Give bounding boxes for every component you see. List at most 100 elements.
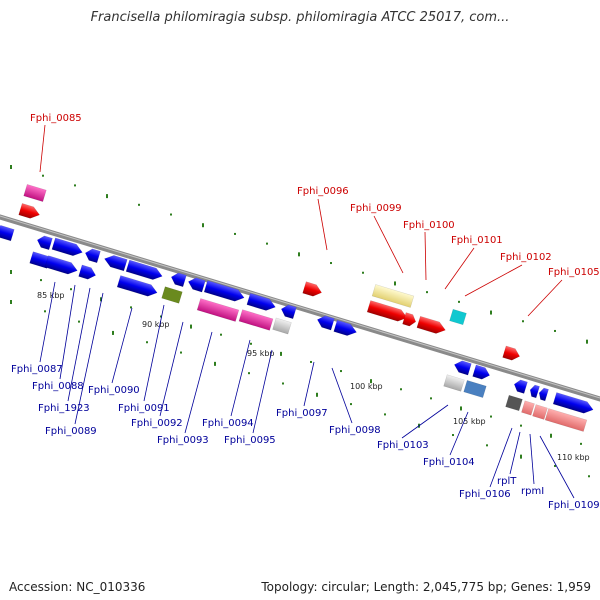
- gene-feature[interactable]: [472, 364, 492, 381]
- gene-label[interactable]: Fphi_1923: [38, 403, 90, 414]
- gc-dot: [42, 174, 44, 177]
- gc-dot: [70, 288, 72, 291]
- gene-label[interactable]: Fphi_0102: [500, 252, 552, 263]
- gc-dot: [248, 372, 250, 375]
- gene-feature[interactable]: [416, 315, 447, 336]
- gene-feature[interactable]: [103, 253, 128, 272]
- gene-label[interactable]: Fphi_0093: [157, 435, 209, 446]
- gene-label[interactable]: Fphi_0090: [88, 385, 140, 396]
- backbone: [0, 214, 600, 402]
- gene-label[interactable]: Fphi_0097: [276, 408, 328, 419]
- gene-feature[interactable]: [449, 308, 467, 326]
- gene-label[interactable]: Fphi_0103: [377, 440, 429, 451]
- gc-dot: [580, 442, 582, 445]
- gc-dot: [250, 342, 252, 345]
- gene-label[interactable]: Fphi_0096: [297, 186, 349, 197]
- gc-dot: [112, 330, 114, 335]
- gene-features[interactable]: [0, 184, 595, 432]
- gene-feature[interactable]: [44, 255, 79, 277]
- label-pointer: [464, 264, 523, 297]
- gene-feature[interactable]: [552, 392, 595, 415]
- gene-label[interactable]: Fphi_0098: [329, 425, 381, 436]
- gene-feature[interactable]: [51, 237, 84, 258]
- gc-dot: [130, 306, 132, 309]
- gene-label[interactable]: rpmI: [521, 486, 544, 497]
- gene-label[interactable]: Fphi_0092: [131, 418, 183, 429]
- map-title: Francisella philomiragia subsp. philomir…: [90, 10, 510, 25]
- gene-feature[interactable]: [371, 284, 415, 308]
- gene-label[interactable]: Fphi_0094: [202, 418, 254, 429]
- gene-feature[interactable]: [238, 309, 274, 331]
- gene-feature[interactable]: [203, 280, 246, 303]
- gene-feature[interactable]: [463, 380, 487, 398]
- gene-feature[interactable]: [36, 234, 53, 251]
- gene-label[interactable]: Fphi_0088: [32, 381, 84, 392]
- gc-dot: [316, 392, 318, 397]
- gene-feature[interactable]: [246, 292, 277, 313]
- gene-feature[interactable]: [280, 303, 297, 320]
- gc-dot: [282, 382, 284, 385]
- gc-dot: [10, 165, 12, 169]
- gene-feature[interactable]: [521, 400, 535, 416]
- gene-feature[interactable]: [18, 203, 42, 220]
- gc-dot: [214, 361, 216, 366]
- gene-feature[interactable]: [125, 259, 164, 282]
- gc-dot: [280, 351, 282, 356]
- bottom-labels[interactable]: Fphi_0087 Fphi_0088 Fphi_1923 Fphi_0089 …: [11, 364, 600, 511]
- gc-dot: [138, 203, 140, 206]
- gene-feature[interactable]: [302, 281, 324, 299]
- gene-feature[interactable]: [29, 251, 51, 269]
- label-pointer: [424, 231, 427, 281]
- gene-feature[interactable]: [316, 314, 335, 331]
- gene-label[interactable]: Fphi_0095: [224, 435, 276, 446]
- gene-label[interactable]: Fphi_0085: [30, 113, 82, 124]
- gene-feature[interactable]: [187, 276, 206, 293]
- gene-label[interactable]: Fphi_0101: [451, 235, 503, 246]
- gene-feature[interactable]: [0, 223, 15, 242]
- gene-feature[interactable]: [502, 345, 522, 362]
- gene-feature[interactable]: [170, 271, 187, 288]
- gc-dot: [78, 320, 80, 323]
- gene-label[interactable]: Fphi_0087: [11, 364, 63, 375]
- top-labels[interactable]: Fphi_0085 Fphi_0096 Fphi_0099 Fphi_0100 …: [30, 113, 600, 278]
- gc-dot: [452, 434, 454, 437]
- gene-label[interactable]: Fphi_0104: [423, 457, 475, 468]
- gc-dot: [310, 360, 312, 363]
- gc-dot: [586, 339, 588, 344]
- scale-ticks: 85 kbp 90 kbp 95 kbp 100 kbp 105 kbp 110…: [37, 291, 590, 462]
- gene-label[interactable]: Fphi_0105: [548, 267, 600, 278]
- gene-label[interactable]: Fphi_0089: [45, 426, 97, 437]
- tick-label: 100 kbp: [350, 382, 383, 391]
- gene-feature[interactable]: [333, 319, 359, 338]
- gene-feature[interactable]: [453, 359, 472, 376]
- gene-feature[interactable]: [443, 374, 465, 392]
- gene-label[interactable]: Fphi_0100: [403, 220, 455, 231]
- gene-feature[interactable]: [513, 379, 528, 394]
- gene-feature[interactable]: [537, 387, 549, 402]
- gene-feature[interactable]: [532, 404, 548, 420]
- gc-dot: [400, 388, 402, 391]
- gene-feature[interactable]: [272, 317, 292, 335]
- gene-label[interactable]: rplT: [497, 476, 517, 487]
- gene-feature[interactable]: [366, 300, 409, 323]
- gc-dot: [170, 213, 172, 216]
- gene-feature[interactable]: [78, 264, 98, 281]
- gc-dot: [384, 413, 386, 416]
- gc-dot: [430, 397, 432, 400]
- gc-dot: [74, 184, 76, 187]
- gene-feature[interactable]: [84, 247, 101, 264]
- gene-feature[interactable]: [402, 312, 418, 328]
- gene-feature[interactable]: [23, 184, 47, 202]
- gene-label[interactable]: Fphi_0109: [548, 500, 600, 511]
- gene-feature[interactable]: [528, 384, 540, 399]
- gene-label[interactable]: Fphi_0091: [118, 403, 170, 414]
- gene-feature[interactable]: [505, 394, 523, 412]
- gene-label[interactable]: Fphi_0099: [350, 203, 402, 214]
- gene-feature[interactable]: [196, 298, 240, 322]
- gc-dot: [106, 194, 108, 199]
- gene-feature[interactable]: [544, 408, 588, 432]
- gene-feature[interactable]: [161, 286, 183, 304]
- gene-label[interactable]: Fphi_0106: [459, 489, 511, 500]
- gene-feature[interactable]: [116, 275, 159, 298]
